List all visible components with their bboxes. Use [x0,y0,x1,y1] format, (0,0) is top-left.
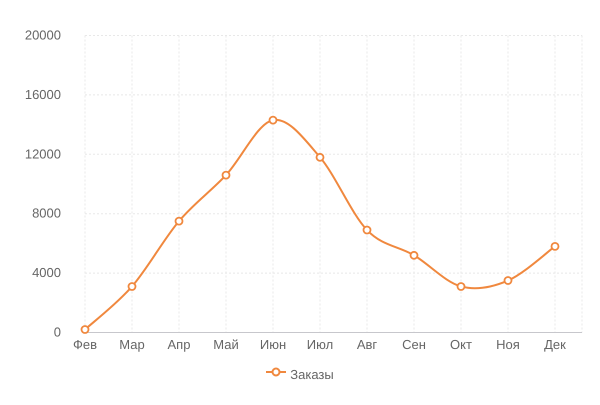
svg-text:4000: 4000 [32,265,61,280]
svg-text:16000: 16000 [25,87,61,102]
svg-text:12000: 12000 [25,146,61,161]
svg-text:Ноя: Ноя [496,337,520,352]
svg-text:0: 0 [54,325,61,340]
svg-text:Июн: Июн [260,337,286,352]
svg-text:8000: 8000 [32,206,61,221]
svg-text:20000: 20000 [25,28,61,43]
svg-text:Сен: Сен [402,337,426,352]
svg-text:Июл: Июл [307,337,333,352]
svg-text:Фев: Фев [73,337,97,352]
svg-text:Мар: Мар [119,337,144,352]
svg-text:Авг: Авг [357,337,378,352]
svg-text:Окт: Окт [450,337,472,352]
svg-text:Дек: Дек [544,337,566,352]
svg-text:Апр: Апр [168,337,191,352]
svg-text:Май: Май [213,337,238,352]
